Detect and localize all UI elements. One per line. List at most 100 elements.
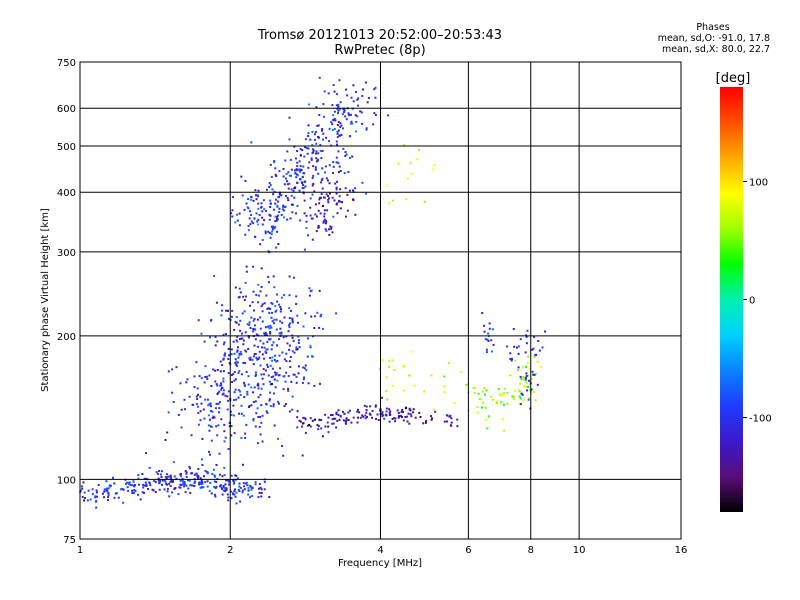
data-point (261, 414, 264, 417)
data-point (319, 315, 322, 318)
data-point (309, 214, 312, 217)
data-point (307, 147, 310, 150)
data-point (281, 321, 284, 324)
data-point (269, 202, 272, 205)
data-point (432, 168, 435, 171)
data-point (237, 396, 240, 399)
data-point (335, 188, 338, 191)
data-point (274, 373, 277, 376)
data-point (288, 326, 291, 329)
data-point (195, 403, 198, 406)
data-point (272, 341, 275, 344)
data-point (208, 419, 211, 421)
data-point (269, 324, 272, 327)
data-point (227, 496, 230, 499)
data-point (260, 495, 263, 498)
data-point (321, 129, 323, 132)
data-point (148, 466, 151, 469)
data-point (200, 480, 203, 483)
data-point (338, 200, 340, 203)
y-tick-label: 100 (57, 475, 76, 486)
data-point (257, 223, 260, 226)
data-point (224, 483, 227, 486)
data-point (265, 333, 268, 336)
data-point (165, 477, 168, 480)
data-point (313, 327, 316, 329)
chart-subtitle: RwPretec (8p) (334, 43, 426, 58)
data-point (193, 473, 196, 476)
data-point (327, 195, 329, 197)
data-point (257, 496, 260, 498)
data-point (286, 180, 289, 183)
data-point (238, 482, 241, 485)
data-point (283, 216, 285, 219)
data-point (212, 368, 215, 371)
data-point (235, 398, 238, 401)
data-point (344, 115, 347, 118)
data-point (491, 350, 493, 353)
data-point (271, 188, 274, 191)
data-point (221, 364, 224, 366)
data-point (288, 317, 291, 320)
data-point (257, 358, 260, 360)
data-point (306, 152, 309, 155)
data-point (201, 437, 204, 440)
data-point (330, 414, 332, 416)
data-point (267, 275, 270, 278)
data-point (492, 398, 495, 401)
data-point (295, 173, 298, 176)
data-point (382, 414, 385, 417)
data-point (304, 364, 307, 367)
data-point (297, 174, 300, 177)
data-point (272, 208, 275, 211)
data-point (141, 491, 144, 494)
data-point (265, 403, 268, 405)
data-point (357, 408, 359, 411)
data-point (519, 397, 522, 400)
data-point (309, 344, 312, 347)
data-point (365, 409, 368, 411)
data-point (276, 216, 279, 219)
data-point (236, 335, 239, 338)
data-point (81, 487, 84, 490)
data-point (268, 231, 271, 234)
data-point (221, 475, 224, 478)
data-point (224, 490, 227, 493)
data-point (266, 348, 269, 351)
data-point (478, 398, 481, 401)
data-point (180, 426, 183, 429)
data-point (234, 320, 237, 323)
data-point (393, 369, 396, 371)
data-point (525, 334, 528, 337)
data-point (398, 415, 401, 418)
data-point (302, 325, 305, 328)
data-point (201, 464, 204, 466)
data-point (325, 229, 328, 232)
data-point (293, 373, 296, 376)
data-point (297, 335, 300, 338)
data-point (345, 88, 348, 91)
data-point (304, 180, 307, 183)
data-point (233, 328, 236, 331)
data-point (321, 187, 324, 190)
data-point (448, 415, 451, 418)
data-point (318, 76, 321, 79)
data-point (300, 168, 302, 171)
data-point (132, 492, 135, 495)
data-point (247, 229, 250, 232)
data-point (259, 393, 262, 396)
data-point (259, 486, 262, 489)
data-point (271, 356, 274, 359)
data-point (303, 212, 306, 215)
data-point (519, 382, 521, 385)
data-point (165, 473, 168, 476)
data-point (533, 355, 536, 358)
data-point (168, 495, 171, 498)
data-point (337, 121, 340, 123)
data-point (403, 365, 406, 368)
data-point (312, 174, 315, 177)
data-point (313, 315, 316, 318)
data-point (143, 484, 146, 487)
data-point (405, 197, 407, 200)
data-point (366, 101, 369, 104)
